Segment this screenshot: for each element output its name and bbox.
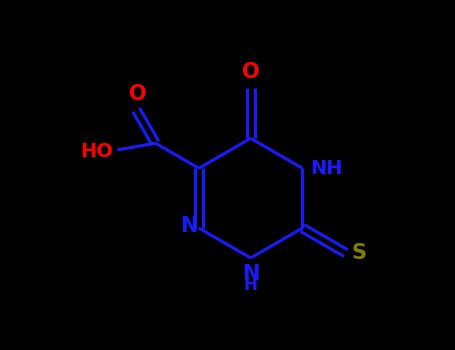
Text: NH: NH: [310, 159, 343, 178]
Text: N: N: [181, 216, 198, 236]
Text: S: S: [352, 243, 367, 263]
Text: H: H: [244, 276, 258, 294]
Text: O: O: [242, 62, 259, 82]
Text: N: N: [242, 264, 259, 284]
Text: HO: HO: [81, 142, 114, 161]
Text: O: O: [129, 84, 147, 104]
